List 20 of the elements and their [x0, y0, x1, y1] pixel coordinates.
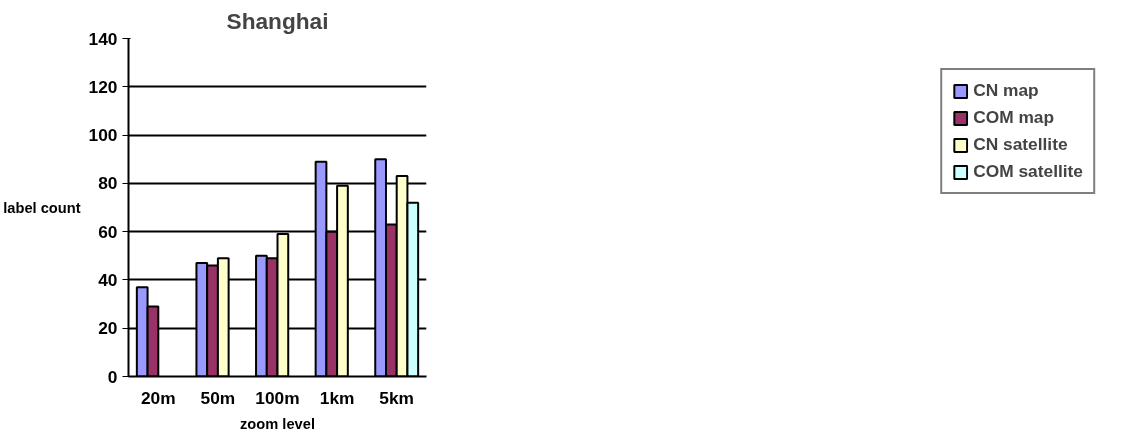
- x-tick-label: 1km: [319, 387, 355, 408]
- x-tick-label: 20m: [140, 387, 176, 408]
- y-tick-label: 80: [98, 173, 118, 194]
- legend-label: CN map: [973, 80, 1039, 101]
- y-tick-label: 20: [98, 318, 118, 339]
- y-axis-title: label count: [3, 199, 81, 216]
- legend-label: COM map: [973, 107, 1055, 128]
- y-tick-label: 140: [88, 28, 118, 49]
- y-tick-label: 100: [88, 125, 118, 146]
- y-tick-label: 120: [88, 76, 118, 97]
- chart-title: Shanghai: [226, 7, 329, 34]
- legend-label: CN satellite: [973, 134, 1068, 155]
- y-tick-label: 40: [98, 269, 118, 290]
- x-axis-title: zoom level: [240, 415, 315, 432]
- x-tick-label: 50m: [200, 387, 236, 408]
- y-tick-label: 0: [107, 366, 118, 387]
- y-tick-label: 60: [98, 221, 118, 242]
- legend-label: COM satellite: [973, 161, 1083, 182]
- x-tick-label: 100m: [255, 387, 300, 408]
- x-tick-label: 5km: [379, 387, 415, 408]
